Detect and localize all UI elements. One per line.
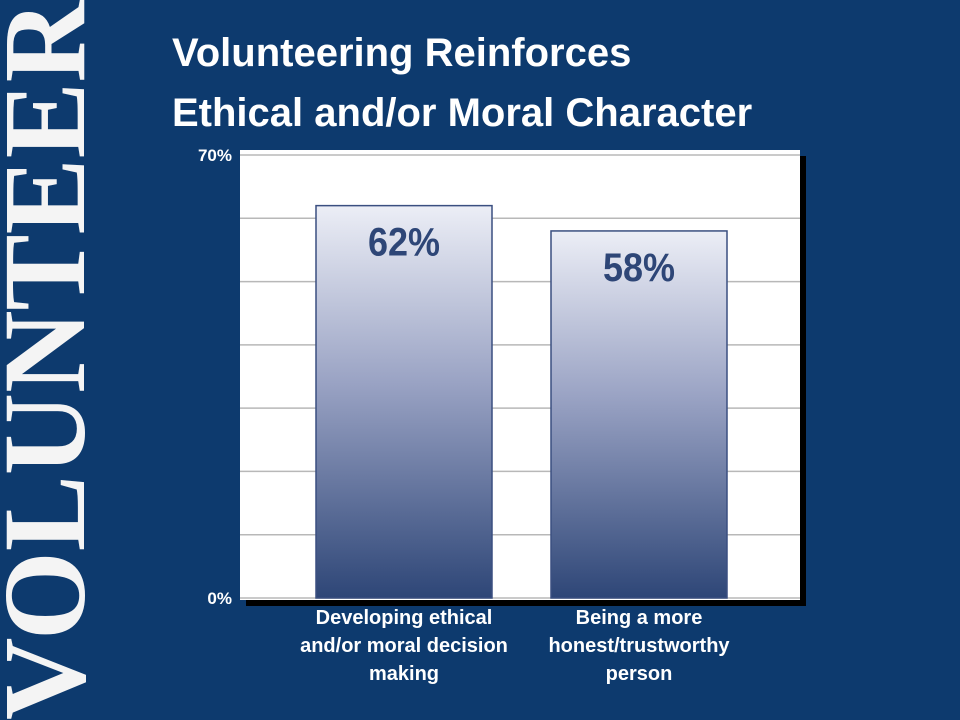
side-text: VOLUNTEER [0,0,110,720]
bar [550,230,728,599]
bar [315,204,493,599]
x-tick-label: Being a more honest/trustworthy person [548,607,730,685]
chart-title: Volunteering Reinforces [172,31,631,75]
x-tick-label: Developing ethical and/or moral decision… [300,607,508,685]
y-tick-label: 0% [207,589,232,608]
y-tick-label: 70% [198,146,232,165]
value-label: 62% [368,221,440,265]
chart-title: Ethical and/or Moral Character [172,91,752,135]
value-label: 58% [603,246,675,290]
